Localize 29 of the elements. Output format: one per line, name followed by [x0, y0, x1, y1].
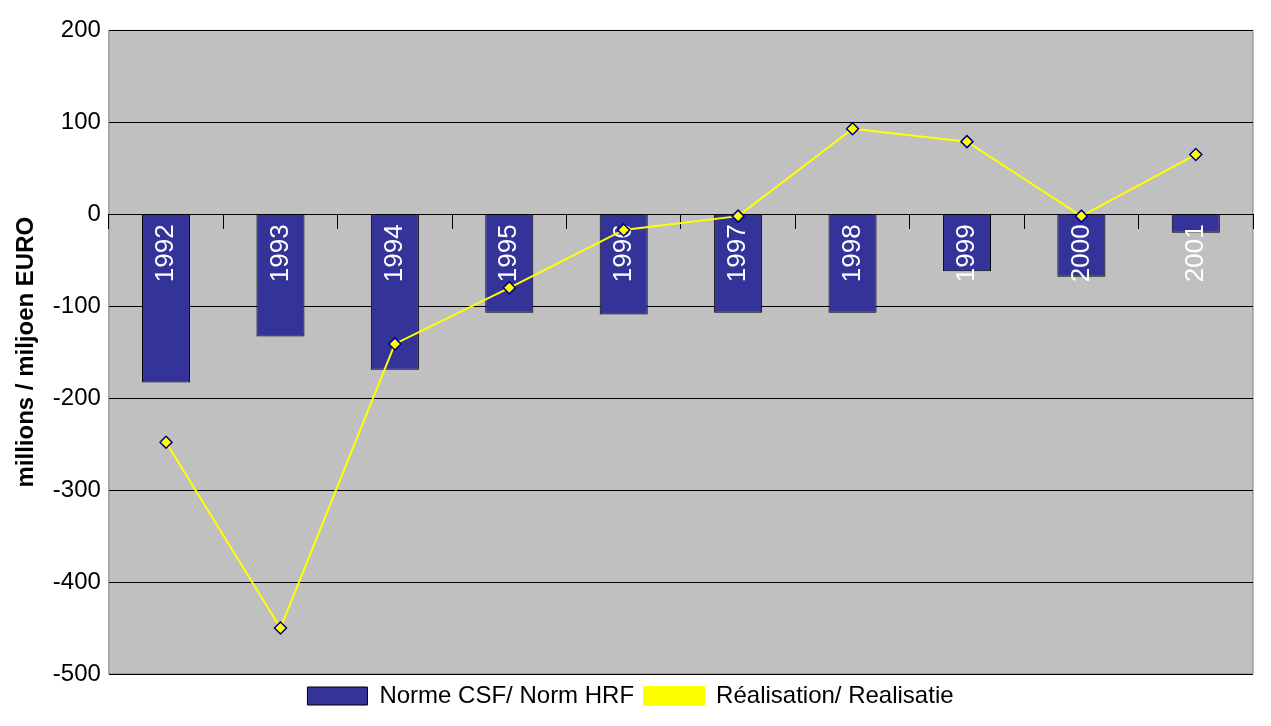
legend-label: Réalisation/ Realisatie	[716, 680, 954, 708]
point	[960, 134, 974, 149]
y-tick-label: 0	[87, 198, 101, 226]
y-tick-label: 100	[60, 106, 101, 134]
y-tick-label: -100	[52, 290, 101, 318]
x-tick-label: 1994	[378, 224, 409, 283]
y-axis-title: millions / miljoen EURO	[11, 216, 39, 488]
point	[1189, 147, 1203, 162]
x-tick-label: 1995	[492, 224, 523, 283]
x-tick-label: 1997	[721, 224, 752, 283]
point	[731, 209, 745, 223]
point	[159, 435, 173, 450]
y-tick-label: 200	[60, 15, 101, 43]
x-tick-label: 2001	[1178, 224, 1209, 283]
x-tick-label: 1998	[835, 224, 866, 283]
x-tick-label: 2000	[1064, 224, 1095, 283]
legend-label: Norme CSF/ Norm HRF	[379, 680, 635, 708]
point	[845, 122, 860, 136]
y-tick-label: -500	[52, 658, 101, 686]
x-tick-label: 1992	[149, 224, 180, 283]
y-tick-label: -200	[52, 382, 101, 410]
point	[388, 337, 402, 351]
point	[1074, 209, 1089, 223]
y-tick-label: -400	[52, 566, 101, 594]
x-tick-label: 1999	[950, 224, 981, 283]
point	[273, 621, 288, 635]
point	[502, 281, 517, 295]
y-tick-label: -300	[52, 474, 101, 502]
x-tick-label: 1993	[263, 224, 294, 283]
